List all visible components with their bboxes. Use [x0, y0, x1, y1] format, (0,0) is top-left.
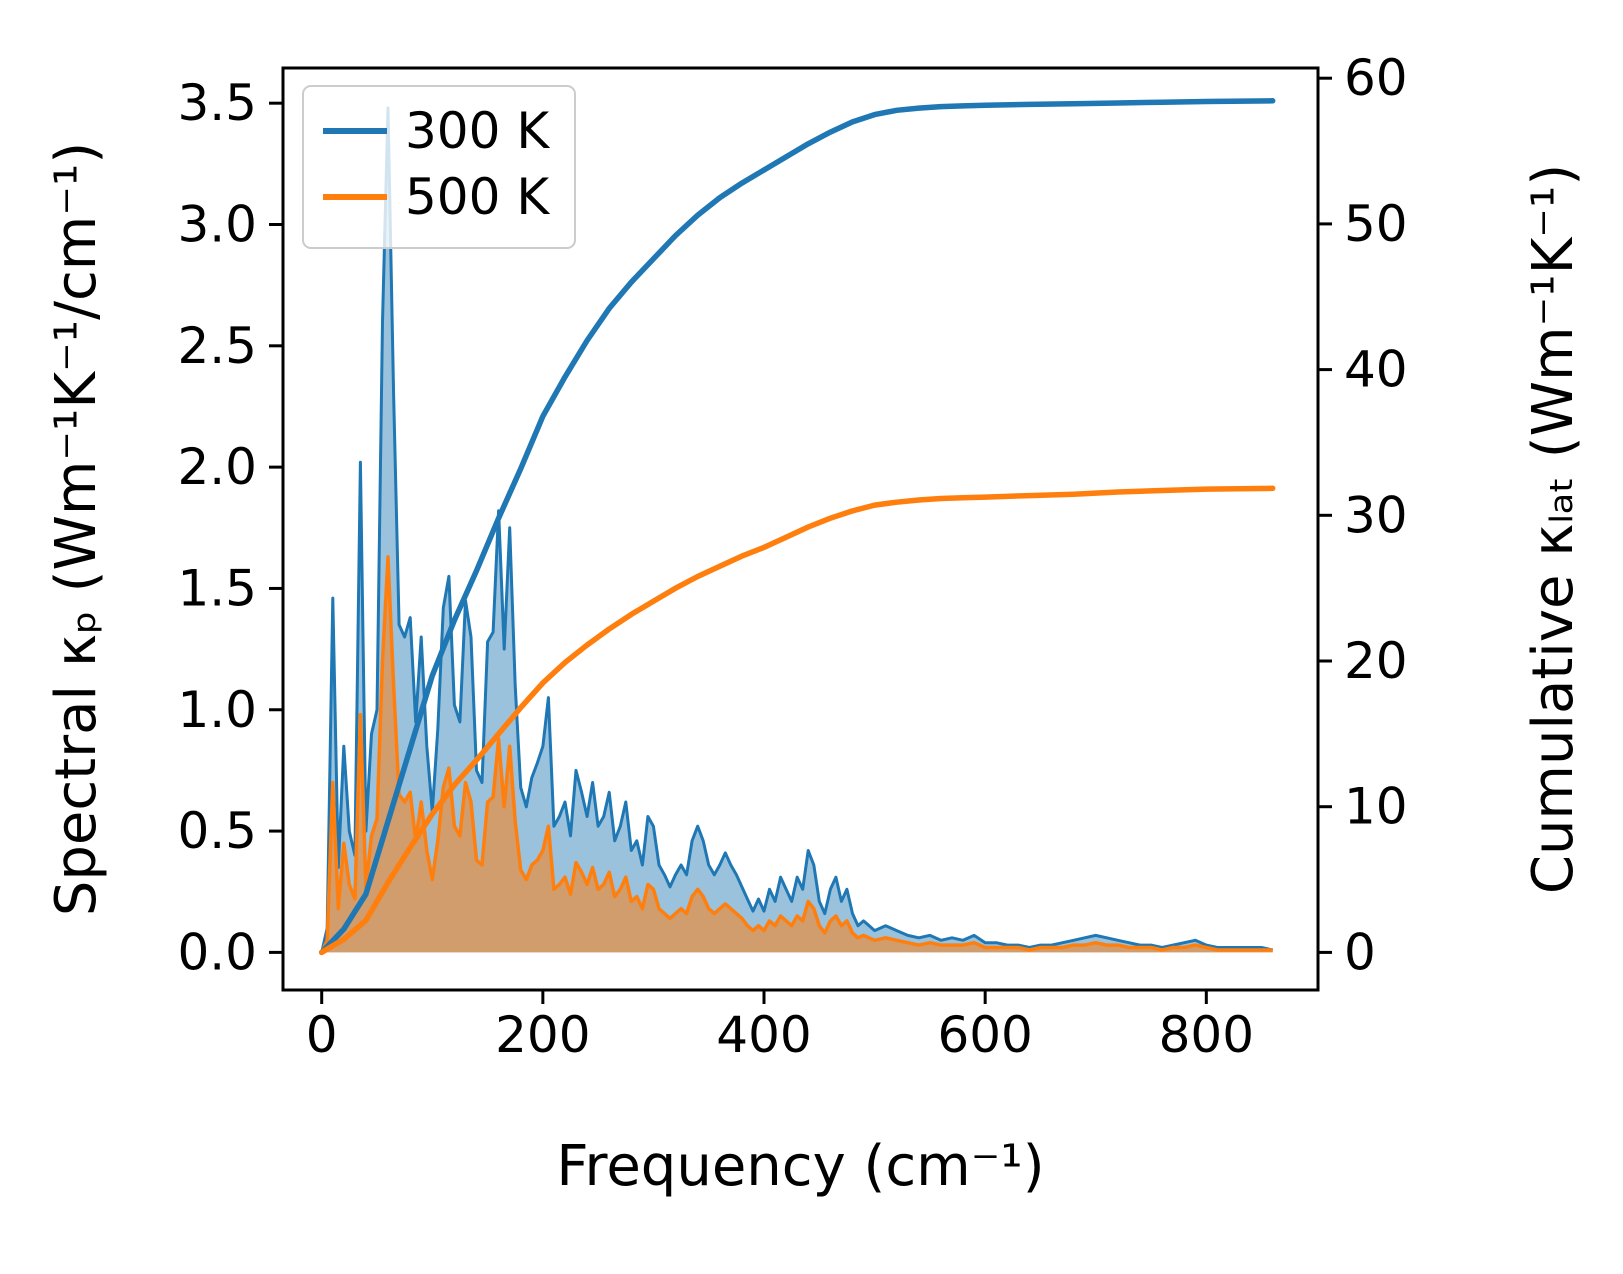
spectral-300k-line [320, 106, 1274, 953]
legend-box [302, 85, 576, 249]
cumulative-500k-line [318, 485, 1276, 956]
legend-label: 300 K [405, 102, 550, 160]
y-left-tick-label: 0.5 [177, 802, 257, 860]
y-right-tick-label: 0 [1344, 923, 1376, 981]
y-right-tick-label: 60 [1344, 49, 1408, 107]
y-left-axis-label: Spectral κₚ (Wm⁻¹K⁻¹/cm⁻¹) [44, 142, 109, 916]
spectral-500k-line [320, 555, 1273, 954]
y-right-tick-label: 50 [1344, 195, 1408, 253]
x-tick-label: 0 [306, 1006, 338, 1064]
x-tick-label: 200 [495, 1006, 590, 1064]
y-left-tick-label: 1.5 [177, 559, 257, 617]
y-left-tick-label: 0.0 [177, 923, 257, 981]
spectral-500k-fill [321, 556, 1273, 953]
y-right-tick-label: 10 [1344, 778, 1408, 836]
y-left-tick-label: 2.0 [177, 438, 257, 496]
y-right-axis-label: Cumulative κₗₐₜ (Wm⁻¹K⁻¹) [1521, 164, 1586, 894]
x-axis-label: Frequency (cm⁻¹) [556, 1134, 1044, 1199]
y-left-tick-label: 3.5 [177, 74, 257, 132]
x-tick-label: 600 [937, 1006, 1032, 1064]
plot-frame [281, 66, 1320, 992]
y-right-tick-label: 30 [1344, 486, 1408, 544]
y-right-tick-label: 40 [1344, 341, 1408, 399]
cumulative-300k-line [318, 98, 1276, 956]
x-tick-label: 400 [716, 1006, 811, 1064]
x-tick-label: 800 [1159, 1006, 1254, 1064]
y-left-tick-label: 1.0 [177, 681, 257, 739]
y-right-tick-label: 20 [1344, 632, 1408, 690]
y-left-tick-label: 3.0 [177, 195, 257, 253]
y-left-tick-label: 2.5 [177, 317, 257, 375]
legend-label: 500 K [405, 168, 550, 226]
